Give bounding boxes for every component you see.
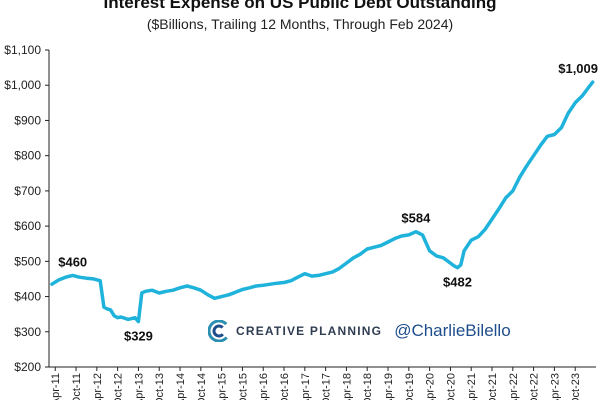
data-label: $1,009 xyxy=(558,61,598,76)
x-tick-label: Oct-23 xyxy=(570,373,582,400)
data-label: $482 xyxy=(443,275,472,290)
data-label: $329 xyxy=(124,329,153,344)
watermark: CREATIVE PLANNING @CharlieBilello xyxy=(208,320,511,342)
y-tick-label: $800 xyxy=(14,149,41,163)
y-tick-label: $300 xyxy=(14,325,41,339)
x-tick-label: Oct-18 xyxy=(362,373,374,400)
x-tick-label: Apr-18 xyxy=(341,373,353,400)
brand-name: CREATIVE PLANNING xyxy=(236,324,383,338)
chart-title: Interest Expense on US Public Debt Outst… xyxy=(103,0,497,12)
x-tick-label: Apr-13 xyxy=(133,373,145,400)
y-tick-label: $400 xyxy=(14,290,41,304)
series-layer xyxy=(50,80,595,324)
data-label: $460 xyxy=(58,254,87,269)
x-tick-label: Apr-22 xyxy=(508,373,520,400)
y-tick-label: $700 xyxy=(14,184,41,198)
y-axis-ticks: $200 $300 $400 $500 $600 $700 $800 $900 $1,000 $1… xyxy=(4,43,49,374)
x-tick-label: Oct-12 xyxy=(113,373,125,400)
series-line xyxy=(50,80,595,324)
x-tick-label: Oct-16 xyxy=(279,373,291,400)
y-tick-label: $1,000 xyxy=(4,78,41,92)
x-tick-label: Oct-15 xyxy=(237,373,249,400)
x-tick-label: Oct-13 xyxy=(154,373,166,400)
data-label: $584 xyxy=(401,211,431,226)
x-tick-label: Apr-16 xyxy=(258,373,270,400)
y-tick-label: $1,100 xyxy=(4,43,41,57)
x-tick-label: Oct-14 xyxy=(196,373,208,400)
author-handle: @CharlieBilello xyxy=(394,321,511,340)
x-axis-ticks: Apr-11 Oct-11 Apr-12 Oct-12 Apr-13 Oct-13 Apr-… xyxy=(50,367,582,400)
y-tick-label: $900 xyxy=(14,113,41,127)
x-tick-label: Oct-21 xyxy=(487,373,499,400)
x-tick-label: Apr-17 xyxy=(300,373,312,400)
annotation-layer: $460 $329 $584 $482 $1,009 xyxy=(58,61,598,344)
y-tick-label: $200 xyxy=(14,360,41,374)
x-tick-label: Oct-20 xyxy=(445,373,457,400)
chart-subtitle: ($Billions, Trailing 12 Months, Through … xyxy=(146,16,454,32)
x-tick-label: Apr-12 xyxy=(92,373,104,400)
x-tick-label: Oct-17 xyxy=(321,373,333,400)
x-tick-label: Apr-19 xyxy=(383,373,395,400)
x-tick-label: Apr-15 xyxy=(217,373,229,400)
x-tick-label: Apr-21 xyxy=(466,373,478,400)
x-tick-label: Oct-19 xyxy=(404,373,416,400)
x-tick-label: Apr-11 xyxy=(50,373,62,400)
y-tick-label: $500 xyxy=(14,254,41,268)
x-tick-label: Apr-23 xyxy=(549,373,561,400)
x-tick-label: Apr-20 xyxy=(425,373,437,400)
x-tick-label: Apr-14 xyxy=(175,373,187,400)
x-tick-label: Oct-22 xyxy=(529,373,541,400)
y-tick-label: $600 xyxy=(14,219,41,233)
creative-planning-logo-icon xyxy=(208,320,230,342)
x-tick-label: Oct-11 xyxy=(71,373,83,400)
